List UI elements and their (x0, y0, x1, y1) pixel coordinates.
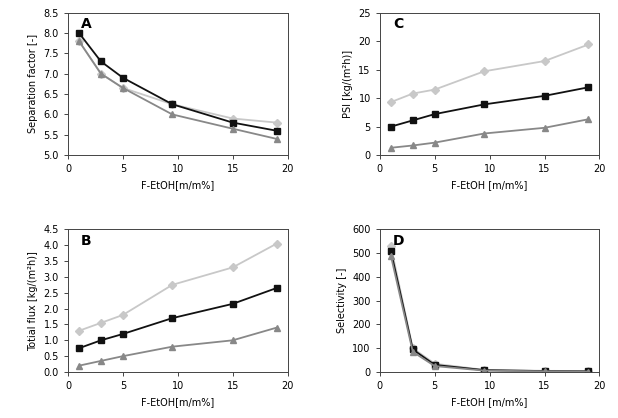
Text: D: D (393, 234, 405, 247)
X-axis label: F-EtOH[m/m%]: F-EtOH[m/m%] (141, 180, 214, 190)
Y-axis label: Totial flux [kg/(m²h)]: Totial flux [kg/(m²h)] (28, 251, 38, 351)
Text: C: C (393, 17, 404, 31)
Y-axis label: Selectivity [-]: Selectivity [-] (337, 268, 347, 334)
Text: B: B (81, 234, 92, 247)
Y-axis label: Separation factor [-]: Separation factor [-] (28, 34, 38, 133)
Text: A: A (81, 17, 92, 31)
X-axis label: F-EtOH[m/m%]: F-EtOH[m/m%] (141, 397, 214, 407)
Y-axis label: PSI [kg/(m²h)]: PSI [kg/(m²h)] (343, 50, 353, 118)
X-axis label: F-EtOH [m/m%]: F-EtOH [m/m%] (452, 397, 528, 407)
X-axis label: F-EtOH [m/m%]: F-EtOH [m/m%] (452, 180, 528, 190)
